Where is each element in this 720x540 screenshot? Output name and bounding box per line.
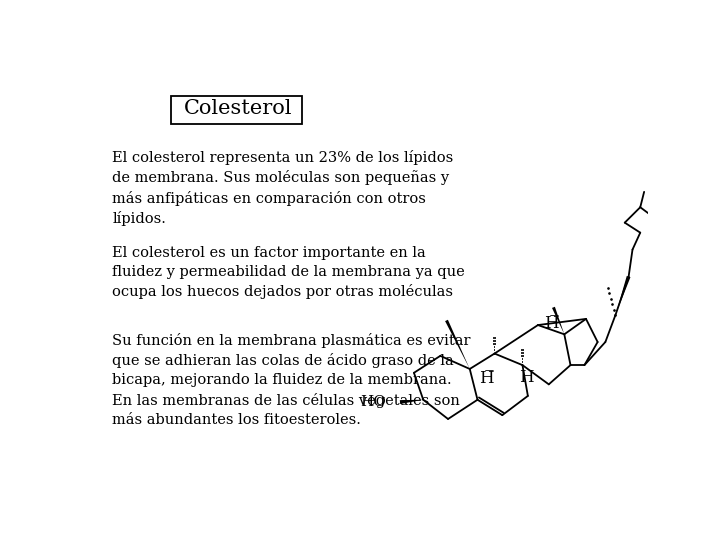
FancyBboxPatch shape — [171, 96, 302, 124]
Text: Su función en la membrana plasmática es evitar
que se adhieran las colas de ácid: Su función en la membrana plasmática es … — [112, 333, 471, 427]
Polygon shape — [616, 276, 631, 315]
Polygon shape — [400, 400, 423, 404]
Text: El colesterol representa un 23% de los lípidos
de membrana. Sus moléculas son pe: El colesterol representa un 23% de los l… — [112, 150, 454, 226]
Text: H: H — [519, 369, 534, 386]
Text: H̅: H̅ — [544, 315, 559, 332]
Polygon shape — [445, 320, 469, 369]
Text: H̅: H̅ — [480, 370, 494, 388]
Text: El colesterol es un factor importante en la
fluidez y permeabilidad de la membra: El colesterol es un factor importante en… — [112, 246, 465, 299]
Text: Colesterol: Colesterol — [184, 99, 292, 118]
Text: HO: HO — [360, 395, 386, 409]
Polygon shape — [552, 307, 564, 334]
